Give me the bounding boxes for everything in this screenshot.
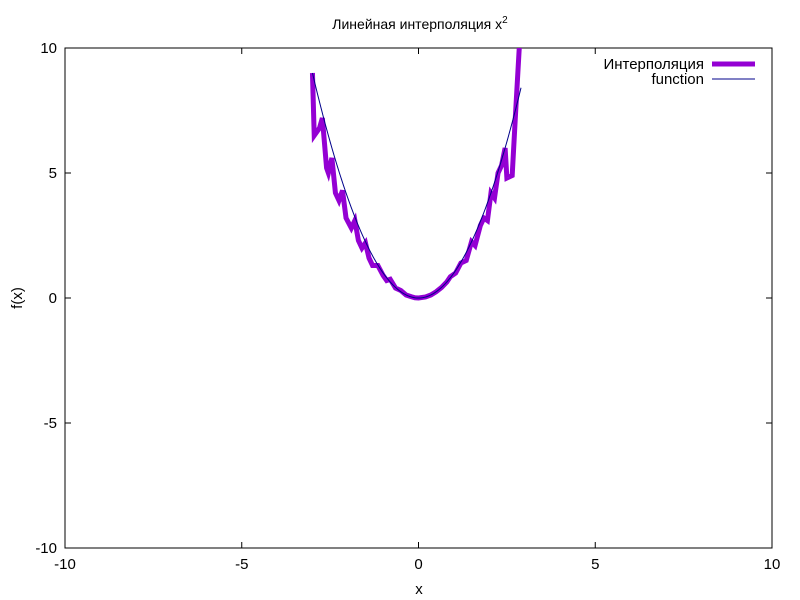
y-axis-label: f(x) <box>9 287 26 309</box>
series-layer <box>309 48 522 301</box>
legend-label-interpolation: Интерполяция <box>603 56 704 73</box>
y-tick-label: -10 <box>35 540 57 557</box>
chart-title: Линейная интерполяция x2 <box>332 15 508 32</box>
chart-title-superscript: 2 <box>502 15 508 26</box>
series-interpolation-line <box>309 48 522 301</box>
y-axis-ticks: -10 -5 0 5 10 <box>35 40 772 557</box>
legend-label-function: function <box>651 71 704 88</box>
x-tick-label: 0 <box>414 556 422 573</box>
x-tick-label: -10 <box>54 556 76 573</box>
y-tick-label: 0 <box>49 290 57 307</box>
x-tick-label: -5 <box>235 556 248 573</box>
y-tick-label: 10 <box>40 40 57 57</box>
chart-title-text: Линейная интерполяция x <box>332 16 502 32</box>
x-tick-label: 5 <box>591 556 599 573</box>
y-tick-label: -5 <box>44 415 57 432</box>
x-axis-ticks: -10 -5 0 5 10 <box>54 48 780 573</box>
y-tick-label: 5 <box>49 165 57 182</box>
series-function-line <box>311 72 522 299</box>
x-tick-label: 10 <box>764 556 781 573</box>
x-axis-label: x <box>415 581 423 598</box>
legend: Интерполяция function <box>603 56 755 88</box>
